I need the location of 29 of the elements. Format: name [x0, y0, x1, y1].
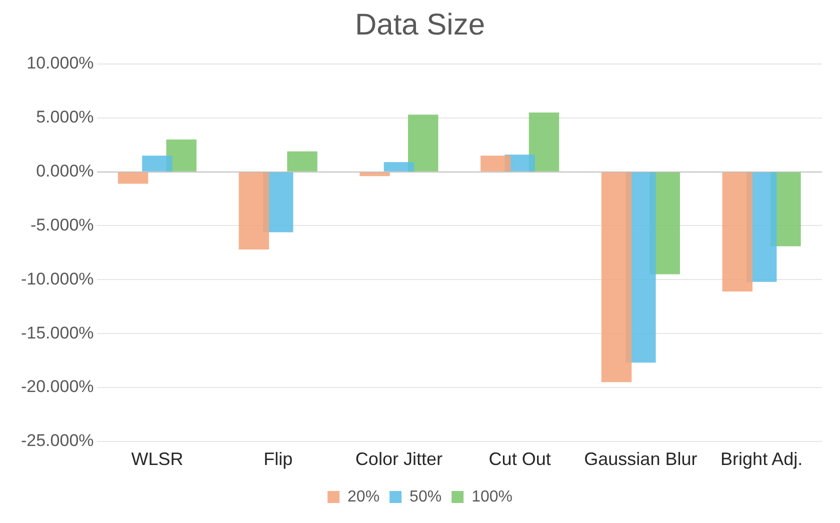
y-tick-label: -25.000% [20, 431, 94, 450]
bar [360, 172, 390, 176]
x-tick-label: Gaussian Blur [584, 449, 698, 470]
bar [118, 172, 148, 184]
bar [408, 114, 438, 172]
bar [238, 172, 270, 250]
chart-title: Data Size [354, 8, 486, 42]
x-tick-label: Flip [264, 449, 293, 470]
y-tick-label: 0.000% [36, 162, 94, 181]
bar [142, 156, 172, 172]
bar [480, 156, 511, 172]
x-tick-label: Bright Adj. [720, 449, 803, 470]
y-tick-label: -15.000% [20, 323, 94, 342]
x-tick-label: Cut Out [488, 449, 551, 470]
bar [384, 162, 414, 172]
bar [722, 172, 752, 292]
bar [601, 172, 632, 382]
legend-label: 100% [472, 488, 512, 506]
legend-label: 50% [410, 488, 442, 506]
y-tick-label: -10.000% [20, 269, 94, 288]
legend-label: 20% [348, 488, 380, 506]
y-tick-label: 5.000% [36, 108, 94, 127]
y-tick-label: -5.000% [30, 215, 94, 234]
x-tick-label: WLSR [131, 449, 184, 470]
bar [287, 151, 318, 172]
x-tick-label: Color Jitter [355, 449, 442, 470]
y-tick-label: 10.000% [26, 54, 94, 73]
bar [528, 112, 560, 172]
y-tick-label: -20.000% [20, 377, 94, 396]
